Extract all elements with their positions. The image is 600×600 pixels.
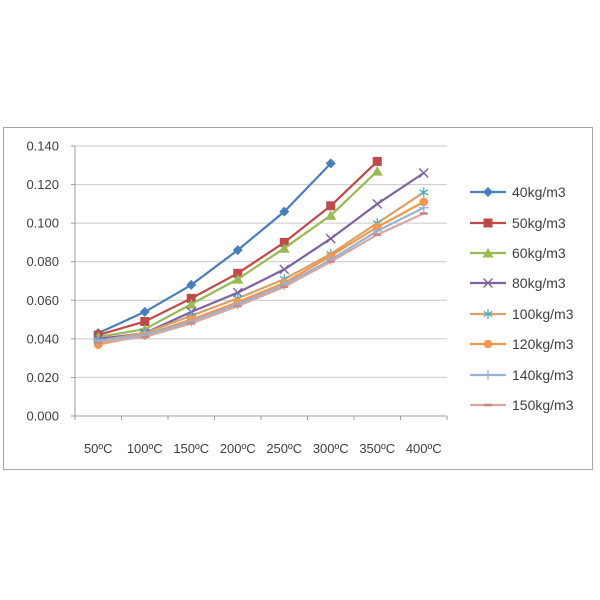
x-tick-label: 300ºC bbox=[313, 441, 349, 456]
legend-key-plus-icon bbox=[470, 369, 506, 380]
chart-frame: 0.000 0.020 0.040 0.060 0.080 0.100 0.120 0.140… bbox=[3, 127, 593, 470]
y-tick-label: 0.100 bbox=[26, 216, 59, 231]
legend-item-120kg-m3: 120kg/m3 bbox=[470, 329, 590, 359]
x-tick-label: 150ºC bbox=[173, 441, 209, 456]
diamond-marker bbox=[186, 279, 197, 290]
legend-key-diamond-icon bbox=[470, 187, 506, 198]
plus-marker bbox=[483, 369, 493, 380]
x-tick-label: 50ºC bbox=[84, 441, 113, 456]
square-marker bbox=[326, 201, 336, 211]
legend-key-square-icon bbox=[470, 218, 506, 228]
square-marker bbox=[233, 268, 243, 278]
plus-marker bbox=[93, 335, 104, 346]
chart-legend: 40kg/m3 50kg/m3 60kg/m3 80kg/m3 100kg/m3 120k… bbox=[470, 177, 590, 420]
legend-item-100kg-m3: 100kg/m3 bbox=[470, 299, 590, 329]
gridlines bbox=[75, 145, 447, 378]
square-marker bbox=[279, 237, 289, 247]
legend-key-x-icon bbox=[470, 278, 506, 289]
x-marker bbox=[483, 278, 493, 289]
triangle-marker bbox=[482, 247, 494, 258]
legend-label: 40kg/m3 bbox=[512, 184, 566, 201]
triangle-marker bbox=[325, 210, 337, 220]
y-tick-label: 0.020 bbox=[26, 370, 59, 385]
square-marker bbox=[140, 317, 150, 326]
legend-label: 50kg/m3 bbox=[512, 214, 566, 231]
legend-label: 120kg/m3 bbox=[512, 336, 574, 353]
legend-label: 80kg/m3 bbox=[512, 275, 566, 292]
x-tick-labels: 50ºC 100ºC 150ºC 200ºC 250ºC 300ºC 350ºC 400ºC bbox=[84, 441, 442, 456]
y-tick-label: 0.080 bbox=[26, 254, 59, 269]
x-tick-label: 200ºC bbox=[220, 441, 256, 456]
legend-label: 150kg/m3 bbox=[512, 396, 574, 413]
x-marker bbox=[325, 233, 336, 244]
series-40kg-m3 bbox=[93, 158, 336, 339]
chart-svg: 0.000 0.020 0.040 0.060 0.080 0.100 0.120 0.140… bbox=[26, 139, 448, 456]
y-tick-label: 0.040 bbox=[26, 331, 59, 346]
legend-item-40kg-m3: 40kg/m3 bbox=[470, 177, 590, 207]
legend-label: 60kg/m3 bbox=[512, 244, 566, 261]
legend-item-80kg-m3: 80kg/m3 bbox=[470, 268, 590, 298]
legend-item-50kg-m3: 50kg/m3 bbox=[470, 207, 590, 237]
x-tick-label: 250ºC bbox=[266, 441, 302, 456]
legend-key-asterisk-icon bbox=[470, 308, 506, 319]
square-marker bbox=[186, 293, 196, 303]
x-tick-label: 400ºC bbox=[406, 441, 442, 456]
square-marker bbox=[372, 156, 382, 166]
diamond-marker bbox=[279, 206, 290, 217]
diamond-marker bbox=[325, 158, 336, 169]
y-tick-labels: 0.000 0.020 0.040 0.060 0.080 0.100 0.120 0.140 bbox=[26, 139, 59, 424]
y-tick-label: 0.000 bbox=[26, 409, 59, 424]
y-tick-label: 0.120 bbox=[26, 177, 59, 192]
square-marker bbox=[483, 218, 493, 228]
legend-item-140kg-m3: 140kg/m3 bbox=[470, 359, 590, 389]
x-marker bbox=[372, 198, 383, 209]
series-150kg-m3 bbox=[94, 212, 428, 345]
y-tick-label: 0.060 bbox=[26, 293, 59, 308]
y-tick-label: 0.140 bbox=[26, 139, 59, 154]
circle-marker bbox=[419, 197, 429, 207]
legend-key-triangle-icon bbox=[470, 247, 506, 258]
x-marker bbox=[232, 287, 243, 298]
legend-label: 100kg/m3 bbox=[512, 305, 574, 322]
legend-key-circle-icon bbox=[470, 339, 506, 349]
diamond-marker bbox=[139, 306, 150, 317]
x-marker bbox=[418, 168, 429, 178]
triangle-marker bbox=[232, 274, 244, 284]
asterisk-marker bbox=[419, 187, 429, 198]
legend-item-150kg-m3: 150kg/m3 bbox=[470, 390, 590, 420]
triangle-marker bbox=[278, 243, 290, 253]
x-marker bbox=[279, 264, 290, 275]
asterisk-marker bbox=[483, 308, 493, 319]
plus-marker bbox=[418, 202, 429, 213]
x-tick-label: 100ºC bbox=[127, 441, 163, 456]
diamond-marker bbox=[483, 187, 493, 198]
diamond-marker bbox=[232, 245, 243, 256]
legend-key-dash-icon bbox=[470, 403, 506, 407]
circle-marker bbox=[483, 339, 493, 349]
axes bbox=[71, 145, 448, 420]
triangle-marker bbox=[371, 166, 383, 176]
x-tick-label: 350ºC bbox=[359, 441, 395, 456]
legend-label: 140kg/m3 bbox=[512, 366, 574, 383]
triangle-marker bbox=[185, 299, 197, 309]
legend-item-60kg-m3: 60kg/m3 bbox=[470, 238, 590, 268]
series-50kg-m3 bbox=[93, 156, 382, 340]
